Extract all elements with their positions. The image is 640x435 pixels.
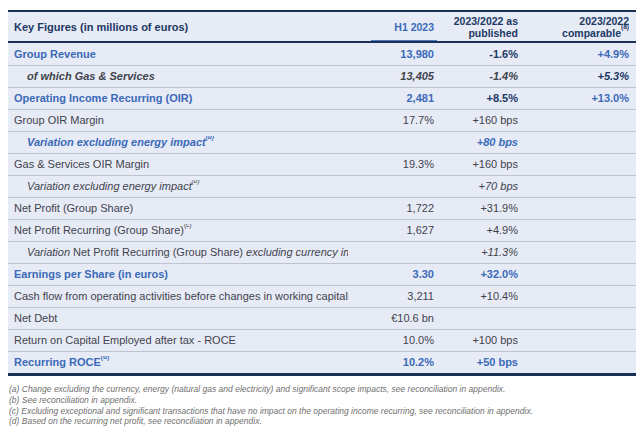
value-published: +11.3% bbox=[438, 246, 524, 258]
header-h1-2023-label: H1 2023 bbox=[394, 21, 434, 33]
footnote-a: (a) Change excluding the currency, energ… bbox=[9, 384, 636, 395]
value-h1-2023: €10.6 bn bbox=[348, 312, 438, 324]
footnote-c: (c) Excluding exceptional and significan… bbox=[9, 406, 636, 417]
table-body: Group Revenue13,980-1.6%+4.9%of which Ga… bbox=[8, 43, 636, 373]
value-published: +70 bps bbox=[438, 180, 524, 192]
value-published: +10.4% bbox=[438, 290, 524, 302]
value-published: -1.4% bbox=[438, 70, 524, 82]
table-row: Operating Income Recurring (OIR)2,481+8.… bbox=[8, 87, 636, 109]
value-h1-2023: 3.30 bbox=[348, 268, 438, 280]
value-h1-2023: 2,481 bbox=[348, 92, 438, 104]
table-row: Variation Net Profit Recurring (Group Sh… bbox=[8, 241, 636, 263]
value-published: +31.9% bbox=[438, 202, 524, 214]
table-row: Cash flow from operating activities befo… bbox=[8, 285, 636, 307]
header-comparable-footnote-ref: (a) bbox=[621, 23, 629, 30]
value-comparable: +5.3% bbox=[524, 70, 636, 82]
table-row: of which Gas & Services13,405-1.4%+5.3% bbox=[8, 65, 636, 87]
row-label: Cash flow from operating activities befo… bbox=[8, 290, 348, 302]
footnote-ref: (b) bbox=[192, 180, 200, 183]
footnotes: (a) Change excluding the currency, energ… bbox=[8, 384, 636, 427]
value-published: +32.0% bbox=[438, 268, 524, 280]
value-published: +50 bps bbox=[438, 356, 524, 368]
row-label: Net Profit Recurring (Group Share)(c) bbox=[8, 224, 348, 236]
footnote-ref: (c) bbox=[184, 224, 192, 227]
row-label: Net Profit (Group Share) bbox=[8, 202, 348, 214]
value-published: +160 bps bbox=[438, 114, 524, 126]
table-row: Return on Capital Employed after tax - R… bbox=[8, 329, 636, 351]
key-figures-table: Key Figures (in millions of euros) H1 20… bbox=[8, 10, 636, 376]
table-row: Variation excluding energy impact(b) +80 … bbox=[8, 131, 636, 153]
row-label: Variation excluding energy impact(b) bbox=[8, 136, 348, 148]
table-header-row: Key Figures (in millions of euros) H1 20… bbox=[8, 12, 636, 43]
table-row: Gas & Services OIR Margin19.3%+160 bps bbox=[8, 153, 636, 175]
table-row: Recurring ROCE(d)10.2%+50 bps bbox=[8, 351, 636, 373]
value-published: +80 bps bbox=[438, 136, 524, 148]
value-published: +4.9% bbox=[438, 224, 524, 236]
row-label: Group Revenue bbox=[8, 48, 348, 60]
header-comparable-line2: comparable bbox=[562, 27, 621, 39]
header-h1-2023: H1 2023 bbox=[348, 12, 438, 41]
value-h1-2023: 17.7% bbox=[348, 114, 438, 126]
value-h1-2023: 19.3% bbox=[348, 158, 438, 170]
value-h1-2023: 3,211 bbox=[348, 290, 438, 302]
table-row: Group OIR Margin17.7%+160 bps bbox=[8, 109, 636, 131]
table-row: Net Profit (Group Share)1,722+31.9% bbox=[8, 197, 636, 219]
value-h1-2023: 1,627 bbox=[348, 224, 438, 236]
header-published: 2023/2022 as published bbox=[438, 15, 524, 39]
value-published: +8.5% bbox=[438, 92, 524, 104]
row-label: Variation Net Profit Recurring (Group Sh… bbox=[8, 246, 348, 258]
table-row: Earnings per Share (in euros)3.30+32.0% bbox=[8, 263, 636, 285]
header-comparable: 2023/2022 comparable(a) bbox=[524, 15, 636, 39]
row-label: Group OIR Margin bbox=[8, 114, 348, 126]
value-published: +160 bps bbox=[438, 158, 524, 170]
header-published-line2: published bbox=[468, 27, 518, 39]
value-h1-2023: 1,722 bbox=[348, 202, 438, 214]
value-h1-2023: 10.2% bbox=[348, 356, 438, 368]
header-published-line1: 2023/2022 as bbox=[454, 15, 518, 27]
value-published: +100 bps bbox=[438, 334, 524, 346]
row-label: Net Debt bbox=[8, 312, 348, 324]
footnote-ref: (d) bbox=[101, 356, 109, 359]
row-label: Gas & Services OIR Margin bbox=[8, 158, 348, 170]
value-comparable: +4.9% bbox=[524, 48, 636, 60]
value-published: -1.6% bbox=[438, 48, 524, 60]
row-label: of which Gas & Services bbox=[8, 70, 348, 82]
row-label: Return on Capital Employed after tax - R… bbox=[8, 334, 348, 346]
footnote-d: (d) Based on the recurring net profit, s… bbox=[9, 416, 636, 427]
results-document-page: Key Figures (in millions of euros) H1 20… bbox=[0, 0, 640, 427]
table-row: Net Debt€10.6 bn bbox=[8, 307, 636, 329]
value-h1-2023: 10.0% bbox=[348, 334, 438, 346]
table-row: Variation excluding energy impact(b) +70 … bbox=[8, 175, 636, 197]
table-row: Net Profit Recurring (Group Share)(c)1,6… bbox=[8, 219, 636, 241]
footnote-b: (b) See reconciliation in appendix. bbox=[9, 395, 636, 406]
row-label: Variation excluding energy impact(b) bbox=[8, 180, 348, 192]
row-label: Operating Income Recurring (OIR) bbox=[8, 92, 348, 104]
row-label: Earnings per Share (in euros) bbox=[8, 268, 348, 280]
value-h1-2023: 13,405 bbox=[348, 70, 438, 82]
footnote-ref: (b) bbox=[206, 136, 214, 139]
header-key-figures: Key Figures (in millions of euros) bbox=[8, 21, 348, 33]
row-label: Recurring ROCE(d) bbox=[8, 356, 348, 368]
value-comparable: +13.0% bbox=[524, 92, 636, 104]
table-row: Group Revenue13,980-1.6%+4.9% bbox=[8, 43, 636, 65]
value-h1-2023: 13,980 bbox=[348, 48, 438, 60]
